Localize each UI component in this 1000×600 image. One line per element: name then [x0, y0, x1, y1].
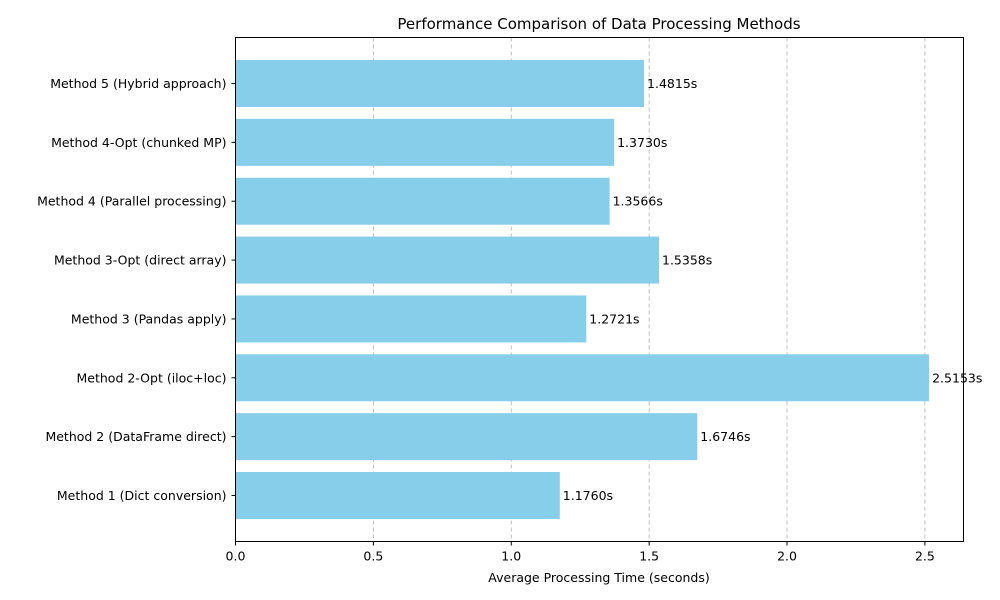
x-tick-label: 2.0 [777, 549, 797, 564]
data-label: 1.3566s [613, 194, 663, 209]
data-label: 1.1760s [563, 488, 613, 503]
data-label: 2.5153s [932, 370, 982, 385]
data-label: 1.3730s [617, 135, 667, 150]
bar [235, 472, 560, 519]
x-tick-label: 0.5 [363, 549, 383, 564]
category-labels: Method 1 (Dict conversion) Method 2 (Data… [37, 76, 236, 503]
category-label: Method 2-Opt (iloc+loc) [77, 370, 227, 385]
category-label: Method 5 (Hybrid approach) [50, 76, 226, 91]
category-label: Method 3-Opt (direct array) [54, 253, 227, 268]
bar [235, 413, 698, 461]
x-axis-ticks: 0.0 0.5 1.0 1.5 2.0 2.5 [226, 541, 935, 564]
category-label: Method 3 (Pandas apply) [71, 311, 227, 326]
data-labels: 1.1760s 1.6746s 2.5153s 1.2721s 1.5358s 1.356… [563, 76, 983, 503]
bar [235, 354, 930, 402]
chart-title: Performance Comparison of Data Processin… [397, 15, 800, 33]
category-label: Method 4-Opt (chunked MP) [51, 135, 226, 150]
x-tick-label: 1.0 [501, 549, 521, 564]
data-label: 1.6746s [700, 429, 750, 444]
category-label: Method 2 (DataFrame direct) [45, 429, 226, 444]
grid-lines [372, 37, 926, 542]
category-label: Method 1 (Dict conversion) [57, 488, 227, 503]
x-tick-label: 0.0 [226, 549, 246, 564]
x-tick-label: 1.5 [639, 549, 659, 564]
bar [235, 295, 587, 343]
data-label: 1.4815s [647, 76, 697, 91]
data-label: 1.5358s [662, 253, 712, 268]
bar [235, 118, 615, 166]
data-label: 1.2721s [589, 311, 639, 326]
category-label: Method 4 (Parallel processing) [37, 194, 226, 209]
x-tick-label: 2.5 [915, 549, 935, 564]
x-axis-label: Average Processing Time (seconds) [488, 570, 709, 585]
bar [235, 60, 645, 107]
bar [235, 177, 610, 225]
plot-frame [235, 37, 964, 542]
bars [235, 60, 930, 519]
bar [235, 236, 660, 284]
